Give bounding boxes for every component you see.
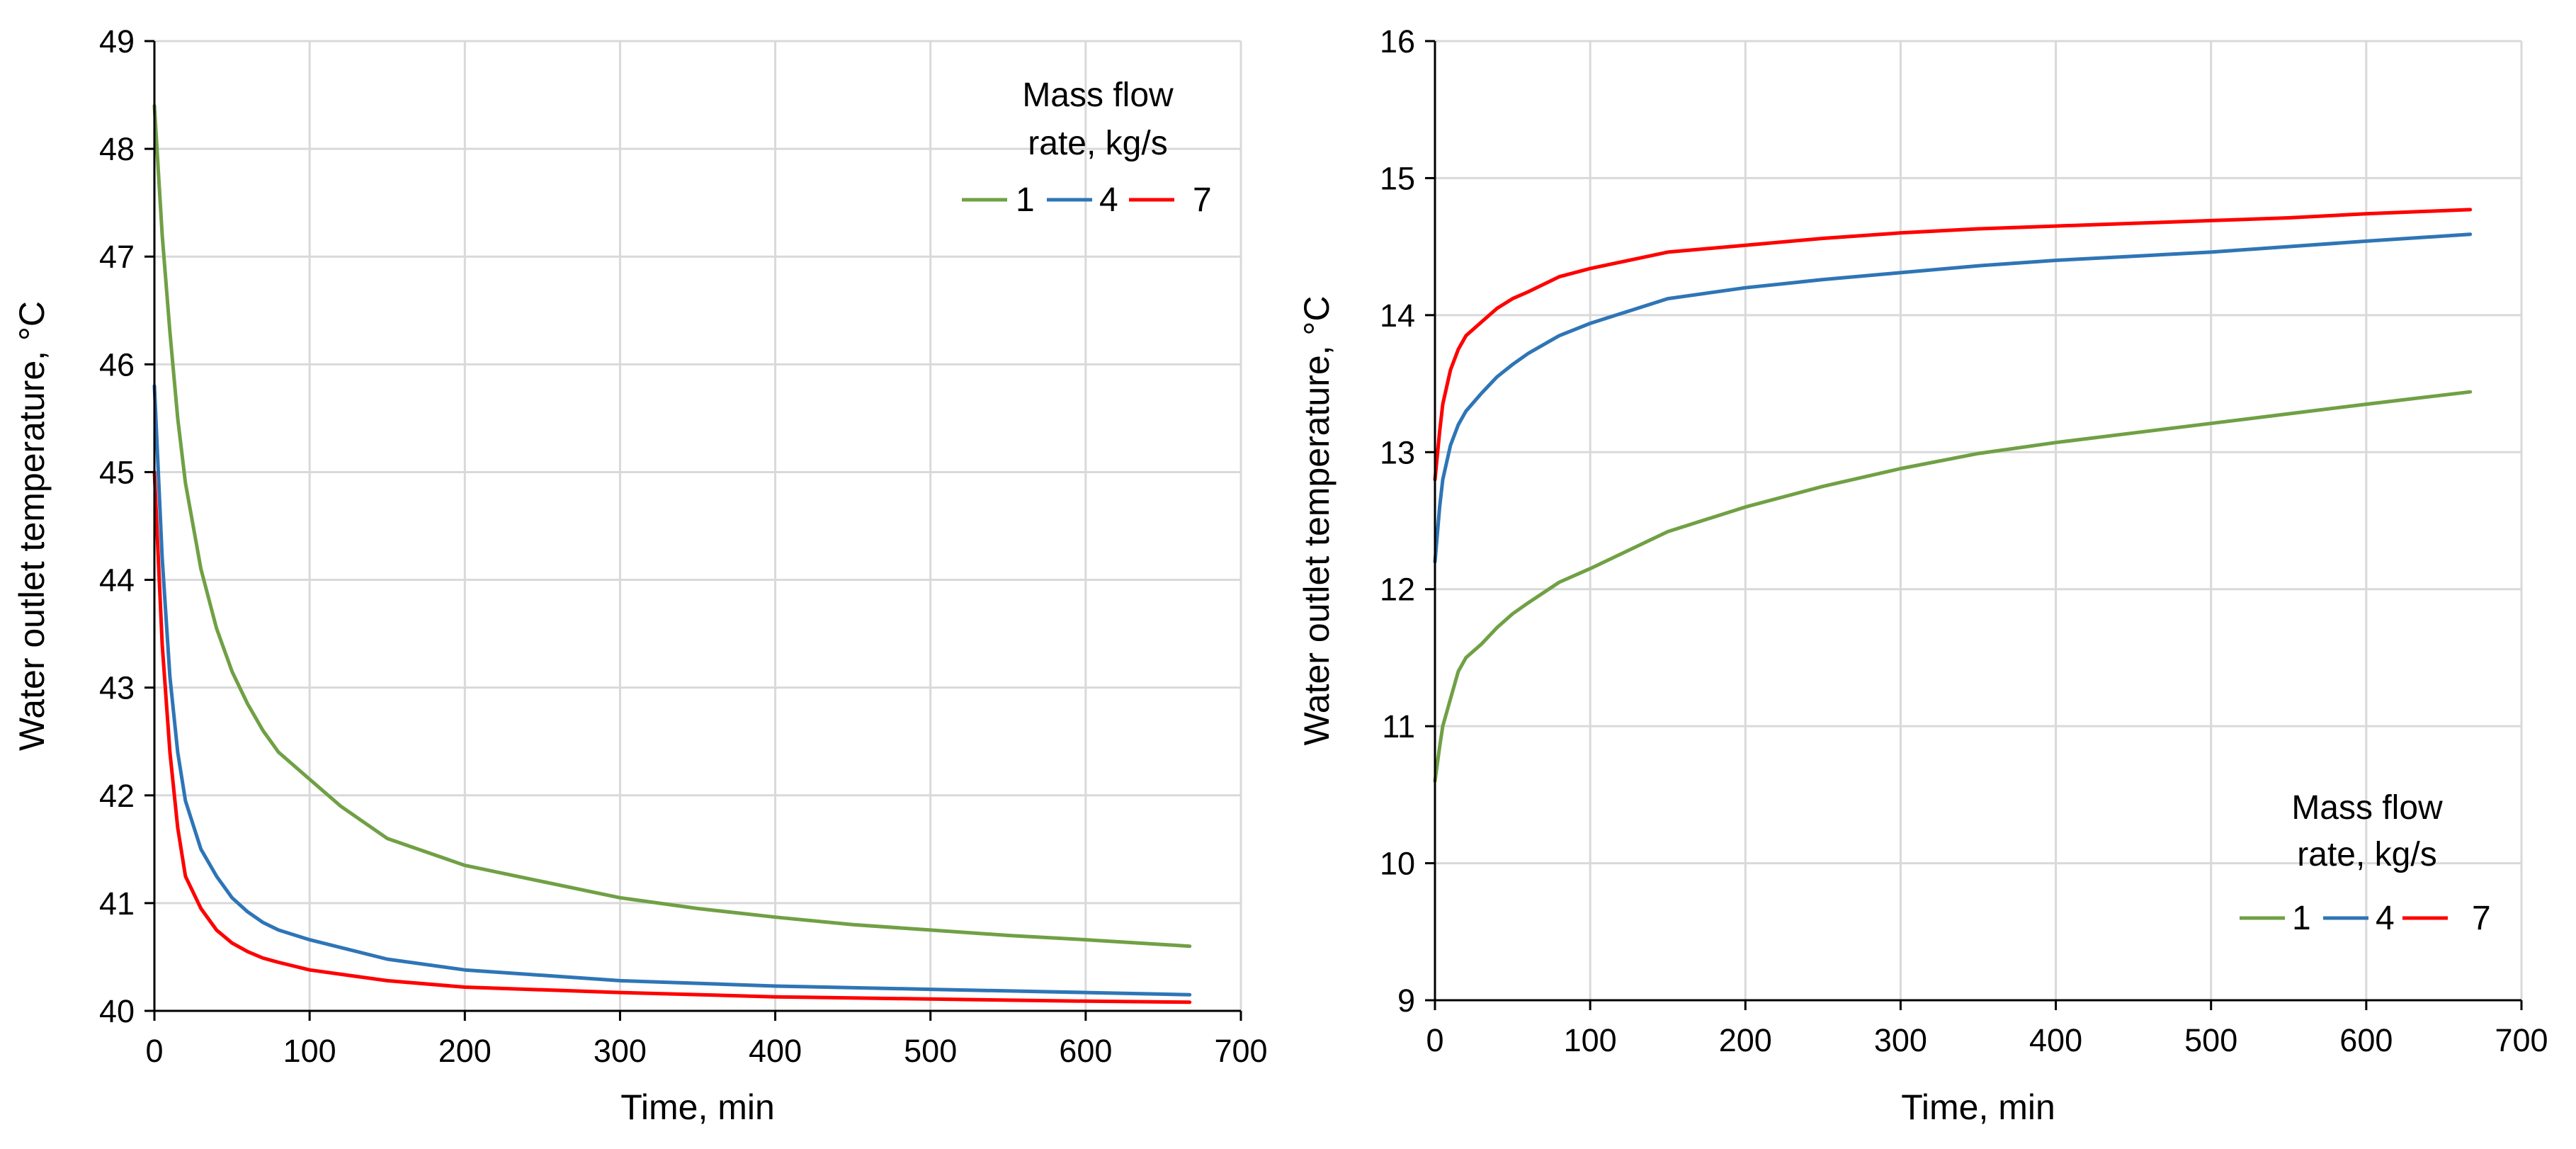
y-tick-label: 42: [99, 778, 135, 814]
series-line-4: [152, 384, 1192, 997]
series-line-7: [152, 470, 1192, 1004]
x-axis-title: Time, min: [1901, 1087, 2055, 1127]
legend-label-7: 7: [1193, 181, 1212, 219]
x-tick-label: 0: [145, 1033, 163, 1069]
legend-entries: 1 4 7: [2240, 900, 2491, 937]
series-line-4: [1433, 232, 2473, 564]
y-tick-label: 48: [99, 131, 135, 167]
legend-label-7: 7: [2472, 900, 2491, 937]
y-tick-label: 16: [1380, 23, 1415, 60]
x-tick-label: 100: [283, 1033, 336, 1069]
series-line-1: [152, 103, 1192, 949]
y-tick-label: 43: [99, 670, 135, 706]
x-tick-label: 600: [1059, 1033, 1112, 1069]
y-axis-title: Water outlet temperature, °C: [12, 301, 52, 751]
legend-label-4: 4: [1099, 181, 1118, 219]
y-tick-label: 49: [99, 23, 135, 60]
x-tick-label: 400: [749, 1033, 802, 1069]
y-tick-label: 10: [1380, 846, 1415, 882]
series-line-7: [1433, 208, 2473, 482]
x-tick-label: 500: [2184, 1022, 2237, 1058]
legend-title-line1: Mass flow: [2291, 789, 2443, 827]
x-tick-label: 400: [2029, 1022, 2082, 1058]
series-lines: [1433, 208, 2473, 783]
y-tick-label: 12: [1380, 572, 1415, 608]
axes: [144, 40, 1242, 1021]
x-tick-label: 700: [1214, 1033, 1267, 1069]
legend: Mass flow rate, kg/s 1 4 7: [962, 77, 1212, 219]
y-tick-label: 11: [1382, 708, 1415, 745]
x-tick-label: 700: [2495, 1022, 2548, 1058]
y-tick-label: 9: [1397, 983, 1415, 1019]
y-tick-label: 40: [99, 993, 135, 1029]
legend-label-1: 1: [1016, 181, 1035, 219]
x-tick-label: 500: [904, 1033, 957, 1069]
y-tick-label: 46: [99, 346, 135, 383]
legend-title-line2: rate, kg/s: [1028, 125, 1167, 162]
x-tick-label: 100: [1564, 1022, 1617, 1058]
x-tick-label: 200: [1719, 1022, 1772, 1058]
x-tick-label: 300: [1874, 1022, 1927, 1058]
tick-labels: 0 100 200 300 400 500 600 700404142434445464748…: [99, 23, 1268, 1069]
y-tick-label: 45: [99, 454, 135, 490]
x-tick-label: 200: [438, 1033, 492, 1069]
x-tick-label: 300: [594, 1033, 647, 1069]
y-axis-title: Water outlet temperature, °C: [1297, 295, 1337, 745]
legend-label-1: 1: [2292, 900, 2311, 937]
legend-entries: 1 4 7: [962, 181, 1212, 219]
x-axis-title: Time, min: [620, 1087, 775, 1127]
axes: [1425, 40, 2523, 1010]
chart-left: 0 100 200 300 400 500 600 700404142434445464748…: [12, 23, 1268, 1127]
y-tick-label: 14: [1380, 298, 1415, 334]
y-tick-label: 41: [99, 885, 135, 922]
x-tick-label: 0: [1426, 1022, 1443, 1058]
legend-title-line1: Mass flow: [1022, 77, 1174, 114]
legend-title-line2: rate, kg/s: [2297, 836, 2436, 873]
y-tick-label: 44: [99, 562, 135, 599]
series-lines: [152, 103, 1192, 1004]
y-tick-label: 15: [1380, 160, 1415, 196]
legend-label-4: 4: [2376, 900, 2395, 937]
series-line-1: [1433, 390, 2473, 783]
gridlines: [154, 40, 1242, 1011]
x-tick-label: 600: [2339, 1022, 2393, 1058]
y-tick-label: 47: [99, 239, 135, 275]
legend: Mass flow rate, kg/s 1 4 7: [2240, 789, 2491, 937]
y-tick-label: 13: [1380, 434, 1415, 470]
